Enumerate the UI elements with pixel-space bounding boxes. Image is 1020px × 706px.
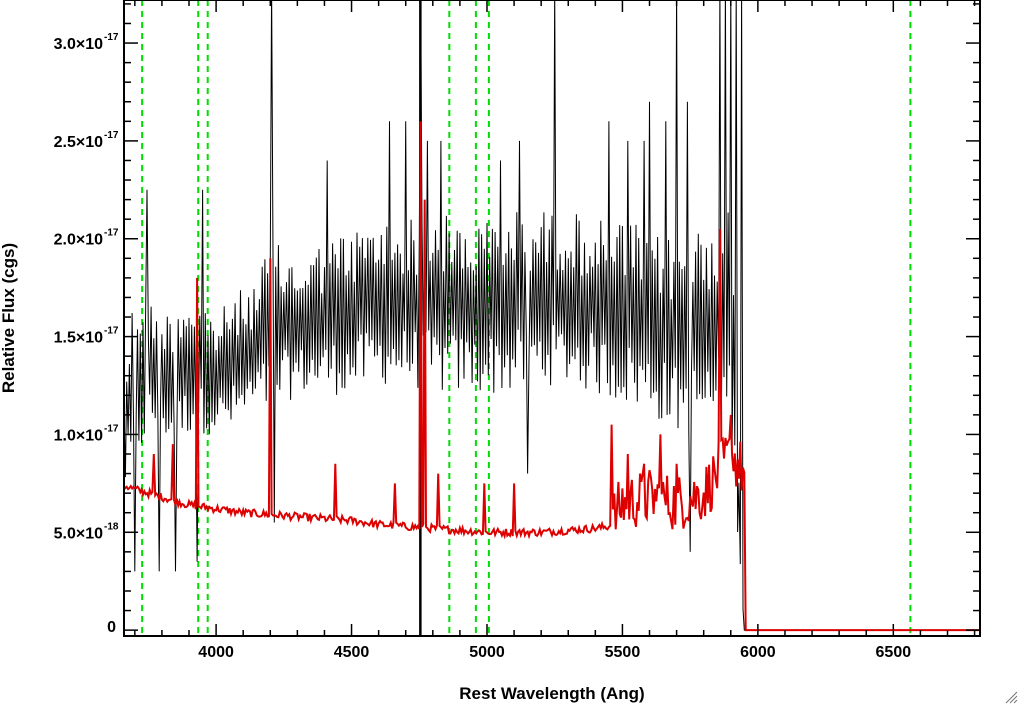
y-tick-label: 1.0×10 [54, 427, 103, 444]
y-axis-title: Relative Flux (cgs) [0, 243, 18, 393]
y-tick-label: 1.5×10 [54, 330, 103, 347]
y-tick-exponent: -17 [104, 130, 119, 141]
y-tick-exponent: -17 [104, 423, 119, 434]
y-tick-label: 0 [107, 619, 116, 636]
series-line-observed [124, 0, 980, 631]
x-tick-label: 5000 [469, 644, 505, 661]
y-tick-exponent: -17 [104, 228, 119, 239]
y-tick-exponent: -17 [104, 326, 119, 337]
x-axis-title: Rest Wavelength (Ang) [459, 684, 644, 703]
y-tick-exponent: -18 [104, 521, 119, 532]
x-tick-label: 6500 [876, 644, 912, 661]
series-line-continuum [124, 121, 980, 632]
y-tick-exponent: -17 [104, 32, 119, 43]
y-tick-label: 2.5×10 [54, 134, 103, 151]
x-tick-label: 5500 [605, 644, 641, 661]
x-tick-label: 4000 [198, 644, 234, 661]
y-tick-label: 5.0×10 [54, 525, 103, 542]
resize-grip-icon[interactable] [1004, 690, 1018, 704]
y-tick-label: 3.0×10 [54, 36, 103, 53]
x-tick-label: 6000 [740, 644, 776, 661]
x-tick-label: 4500 [334, 644, 370, 661]
y-tick-label: 2.0×10 [54, 232, 103, 249]
plot-frame [123, 0, 981, 637]
